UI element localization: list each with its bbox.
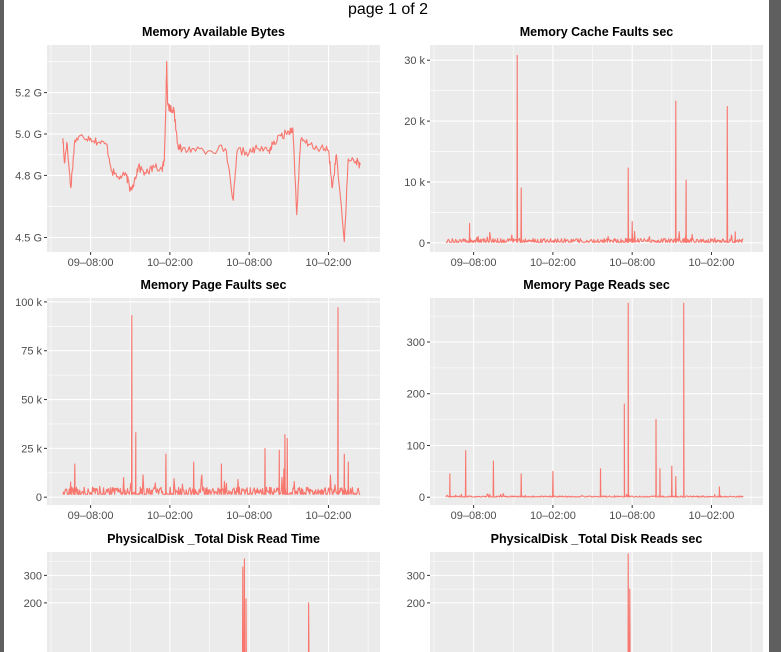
y-tick-label: 20 k [404, 116, 425, 128]
y-tick-label: 0 [36, 492, 42, 504]
chart-panel-4: 200 300 [24, 552, 380, 652]
y-tick-label: 200 [24, 598, 42, 610]
panel-title-memory-available-bytes: Memory Available Bytes [142, 25, 285, 39]
plot-background [430, 552, 763, 652]
plot-background [430, 298, 763, 505]
y-tick-label: 100 k [15, 297, 42, 309]
plot-background [47, 45, 380, 252]
y-tick-label: 50 k [21, 395, 42, 407]
x-tick-label: 10–02:00 [689, 257, 735, 269]
x-tick-label: 09–08:00 [68, 510, 114, 522]
panel-title-disk-read-time: PhysicalDisk _Total Disk Read Time [107, 532, 320, 546]
chart-panel-3: 0 100 200 300 09–08:00 10–02:00 10–08:00 10–02:… [407, 298, 763, 522]
y-tick-label: 100 [407, 440, 425, 452]
y-tick-label: 0 [419, 492, 425, 504]
panel-title-disk-reads-sec: PhysicalDisk _Total Disk Reads sec [490, 532, 703, 546]
x-tick-label: 09–08:00 [451, 510, 497, 522]
series-line [62, 307, 361, 495]
x-tick-label: 09–08:00 [451, 257, 497, 269]
y-tick-label: 5.2 G [15, 88, 42, 100]
x-tick-label: 09–08:00 [68, 257, 114, 269]
y-tick-label: 4.5 G [15, 233, 42, 245]
y-tick-label: 0 [419, 238, 425, 250]
plot-background [47, 552, 380, 652]
y-tick-label: 300 [407, 570, 425, 582]
x-tick-label: 10–08:00 [609, 510, 655, 522]
y-tick-label: 30 k [404, 55, 425, 67]
series-line [445, 302, 744, 498]
x-tick-label: 10–02:00 [689, 510, 735, 522]
page-title: page 1 of 2 [347, 1, 429, 18]
panel-title-memory-page-faults: Memory Page Faults sec [140, 278, 287, 292]
y-tick-label: 25 k [21, 443, 42, 455]
x-tick-label: 10–02:00 [147, 257, 193, 269]
chart-panel-1: 0 10 k 20 k 30 k 09–08:00 10–02:00 10–08:00 10–… [404, 45, 763, 269]
y-tick-label: 75 k [21, 346, 42, 358]
panel-title-memory-page-reads: Memory Page Reads sec [523, 278, 670, 292]
x-tick-label: 10–08:00 [226, 510, 272, 522]
x-tick-label: 10–02:00 [530, 510, 576, 522]
series-line [445, 54, 744, 243]
panel-title-memory-cache-faults: Memory Cache Faults sec [519, 25, 674, 39]
chart-panel-2: 0 25 k 50 k 75 k 100 k 09–08:00 10–02:00 10–08:… [15, 297, 380, 522]
y-tick-label: 4.8 G [15, 170, 42, 182]
chart-panel-0: 4.5 G 4.8 G 5.0 G 5.2 G 09–08:00 10–02:00 10–0… [15, 45, 380, 269]
y-tick-label: 200 [407, 598, 425, 610]
plot-background [47, 298, 380, 505]
window-frame-right [769, 0, 781, 652]
chart-panel-5: 200 300 [407, 552, 763, 652]
plot-background [430, 45, 763, 252]
x-tick-label: 10–02:00 [530, 257, 576, 269]
x-tick-label: 10–08:00 [609, 257, 655, 269]
y-tick-label: 200 [407, 389, 425, 401]
y-tick-label: 5.0 G [15, 129, 42, 141]
x-tick-label: 10–02:00 [306, 257, 352, 269]
x-tick-label: 10–08:00 [226, 257, 272, 269]
window-frame-left [0, 0, 4, 652]
series-line [62, 61, 361, 243]
x-tick-label: 10–02:00 [306, 510, 352, 522]
y-tick-label: 300 [24, 570, 42, 582]
y-tick-label: 10 k [404, 177, 425, 189]
y-tick-label: 300 [407, 337, 425, 349]
x-tick-label: 10–02:00 [147, 510, 193, 522]
